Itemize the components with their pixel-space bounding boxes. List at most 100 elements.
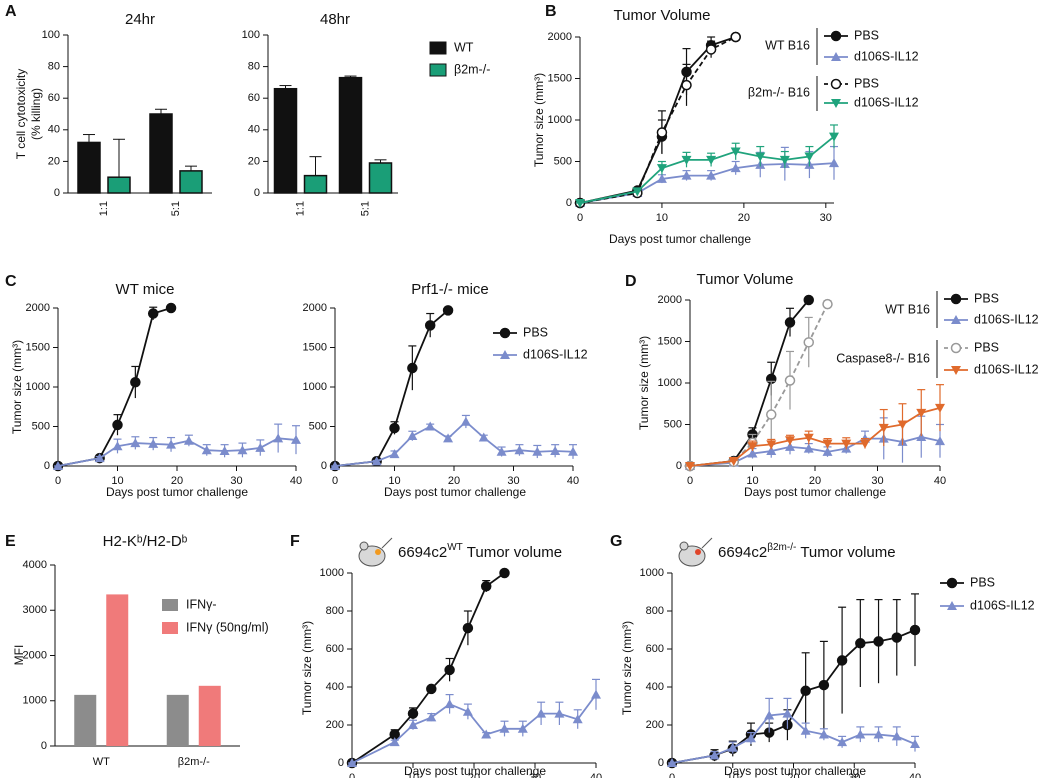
- legend-label: PBS: [974, 340, 999, 354]
- chart-panel: D Tumor Volume Tumor size (mm³) Days post t…: [625, 271, 1039, 499]
- mouse-icon: [678, 537, 713, 567]
- y-tick-label: 0: [44, 460, 50, 472]
- y-tick-label: 20: [48, 155, 60, 167]
- x-tick-label: 10: [746, 475, 758, 487]
- y-tick-label: 0: [658, 757, 664, 769]
- marker: [822, 439, 833, 449]
- y-tick-label: 1000: [303, 381, 327, 393]
- x-tick-label: 10: [111, 475, 123, 487]
- marker: [632, 187, 643, 197]
- y-axis-label: (% killing): [29, 88, 43, 140]
- marker: [499, 567, 510, 579]
- legend-label: IFNγ (50ng/ml): [186, 620, 269, 634]
- y-tick-label: 200: [326, 719, 344, 731]
- marker: [407, 362, 418, 374]
- marker: [745, 733, 756, 743]
- legend-marker: [951, 366, 961, 375]
- marker: [443, 433, 454, 443]
- series-line: [579, 162, 835, 204]
- legend-label: d106S-IL12: [974, 362, 1039, 376]
- y-tick-label: 2000: [26, 302, 50, 314]
- y-tick-label: 2000: [658, 294, 682, 306]
- bar: [77, 141, 101, 194]
- legend-marker: [947, 601, 957, 610]
- y-tick-label: 1000: [548, 114, 572, 126]
- marker: [909, 624, 921, 636]
- chart-panel: C WT mice Tumor size (mm³) Days post tumor …: [5, 273, 302, 499]
- y-tick-label: 500: [554, 155, 572, 167]
- mouse-icon: [358, 537, 393, 567]
- chart-panel: A 24hr T cell cytotoxicity (% killing) 0 20 40…: [5, 3, 212, 216]
- legend-label: PBS: [854, 76, 879, 90]
- x-tick-label: 30: [871, 475, 883, 487]
- marker: [891, 632, 903, 643]
- chart-title: 24hr: [125, 11, 155, 28]
- x-tick-label: 10: [656, 212, 668, 224]
- marker: [800, 725, 811, 735]
- chart-panel: E H2-Kᵇ/H2-Dᵇ MFI 0 1000 2000 3000 4000 WT β2m-/-…: [5, 533, 269, 768]
- marker: [822, 298, 833, 310]
- error-bar: [344, 75, 357, 78]
- y-tick-label: 60: [248, 92, 260, 104]
- panel-letter: F: [290, 533, 300, 550]
- y-tick-label: 100: [242, 29, 260, 41]
- legend-label: PBS: [970, 575, 995, 589]
- marker: [855, 638, 866, 649]
- x-tick-label: 30: [529, 772, 541, 778]
- x-tick-label: 0: [349, 772, 355, 778]
- marker: [426, 712, 437, 722]
- marker: [766, 446, 777, 456]
- marker: [219, 445, 230, 455]
- x-tick-label: 40: [909, 772, 921, 778]
- marker: [532, 446, 543, 456]
- error-bar: [279, 85, 292, 89]
- marker: [681, 155, 692, 165]
- marker: [803, 433, 814, 443]
- panel-letter: E: [5, 533, 16, 550]
- marker: [591, 689, 601, 699]
- marker: [291, 434, 301, 444]
- x-tick-label: 1:1: [294, 201, 306, 216]
- y-tick-label: 1000: [658, 377, 682, 389]
- y-axis-label: Tumor size (mm³): [532, 73, 546, 167]
- marker: [656, 164, 667, 174]
- y-tick-label: 800: [646, 605, 664, 617]
- marker: [935, 436, 945, 446]
- marker: [572, 714, 583, 724]
- legend-group-label: β2m-/- B16: [748, 85, 810, 99]
- y-tick-label: 800: [326, 605, 344, 617]
- marker: [53, 461, 63, 470]
- x-tick-label: 20: [448, 475, 460, 487]
- error-bar: [83, 134, 95, 143]
- x-tick-label: 20: [787, 772, 799, 778]
- marker: [371, 456, 382, 466]
- bar: [303, 174, 328, 194]
- marker: [130, 438, 141, 448]
- marker: [130, 377, 141, 388]
- y-tick-label: 2000: [548, 31, 572, 43]
- marker: [408, 720, 418, 729]
- marker: [460, 416, 471, 426]
- marker: [785, 441, 795, 451]
- legend-swatch: [162, 599, 178, 611]
- marker: [426, 683, 437, 695]
- marker: [727, 742, 738, 752]
- x-tick-label: 5:1: [170, 201, 182, 216]
- bar: [368, 162, 393, 194]
- marker: [183, 435, 194, 445]
- error-bar: [113, 138, 125, 178]
- x-tick-label: 0: [687, 475, 693, 487]
- marker: [656, 173, 667, 183]
- x-tick-label: 30: [820, 212, 832, 224]
- y-tick-label: 0: [54, 187, 60, 199]
- marker: [730, 31, 741, 43]
- x-tick-label: 20: [171, 475, 183, 487]
- marker: [730, 147, 741, 157]
- y-tick-label: 200: [646, 719, 664, 731]
- marker: [462, 706, 473, 716]
- error-bar: [185, 165, 197, 171]
- y-axis-label: Tumor size (mm³): [300, 621, 314, 715]
- y-axis-label: Tumor size (mm³): [620, 621, 634, 715]
- x-tick-label: 0: [55, 475, 61, 487]
